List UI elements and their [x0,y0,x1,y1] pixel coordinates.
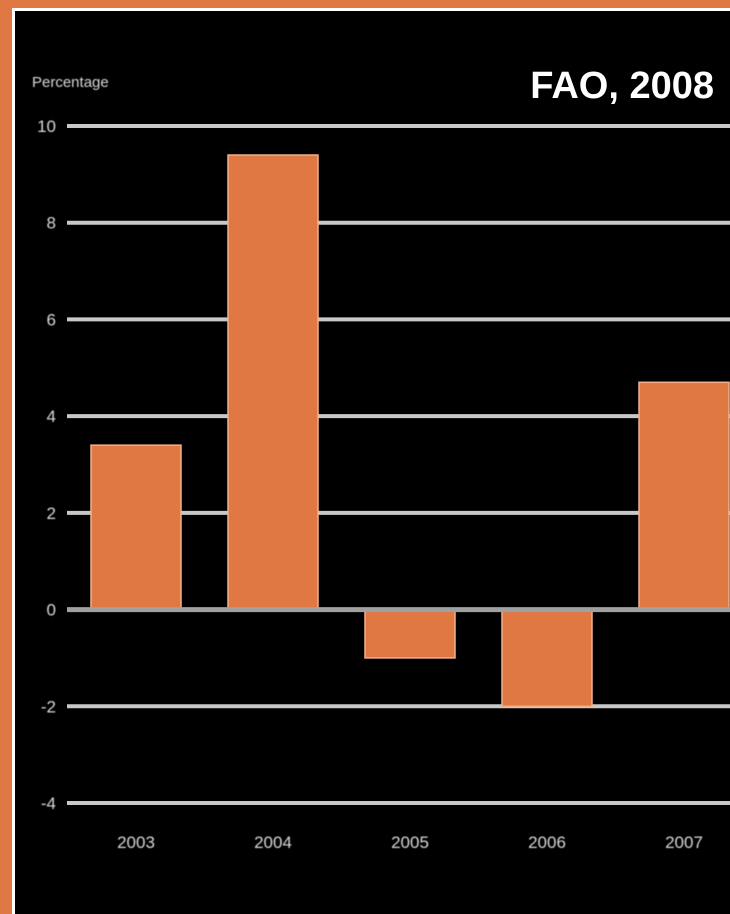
bar-chart: -4 -2 0 2 4 6 8 10 2003 2004 2005 2006 2007 Percent… [32,65,730,852]
y-tick-label: 8 [47,214,56,233]
bar-2004 [227,154,319,611]
x-category-label: 2005 [391,833,429,852]
x-category-label: 2003 [117,833,155,852]
bar-2007 [638,381,730,611]
y-tick-label: -2 [41,697,56,716]
y-tick-label: 2 [47,504,56,523]
bar-2005 [364,608,456,659]
y-tick-label: 10 [37,117,56,136]
y-axis-ticks: -4 -2 0 2 4 6 8 10 [37,117,56,813]
bar-2006 [501,608,593,708]
x-category-label: 2007 [665,833,703,852]
y-tick-label: 6 [47,310,56,329]
x-category-label: 2006 [528,833,566,852]
y-tick-label: 0 [47,601,56,620]
y-tick-label: 4 [47,407,56,426]
y-axis-label: Percentage [32,74,109,91]
chart-title: FAO, 2008 [530,65,714,107]
x-category-label: 2004 [254,833,292,852]
bar-2003 [90,444,182,611]
bars [90,154,730,708]
y-tick-label: -4 [41,794,56,813]
x-axis-categories: 2003 2004 2005 2006 2007 [117,833,703,852]
